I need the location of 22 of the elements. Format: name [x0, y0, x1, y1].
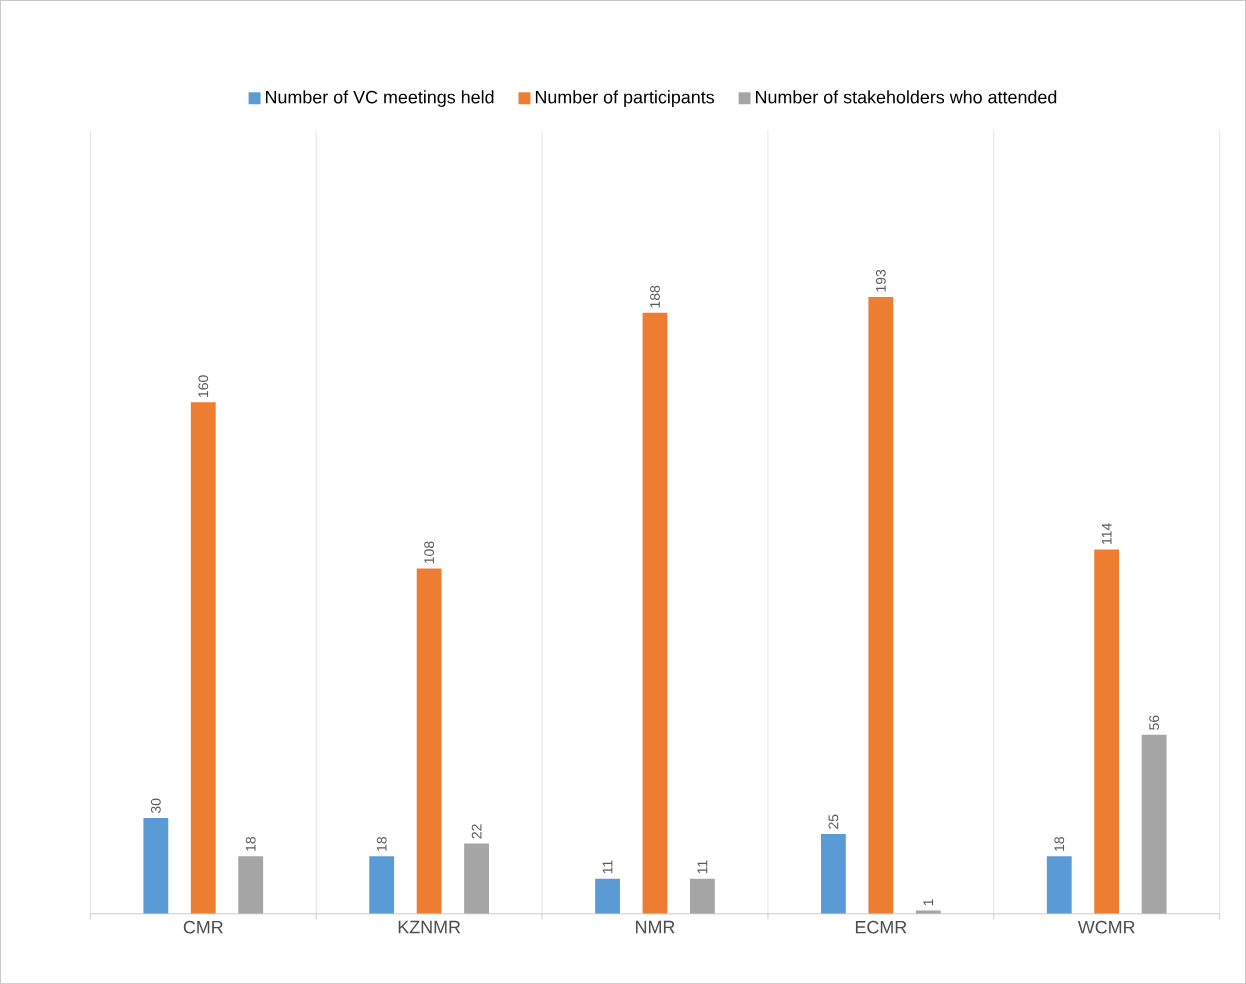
bar: [595, 878, 620, 914]
bar: [1094, 549, 1120, 914]
bar: [1141, 734, 1167, 914]
x-tick-label: WCMR: [1077, 920, 1135, 934]
legend-label: Number of VC meetings held: [265, 90, 494, 107]
bar: [464, 843, 489, 914]
bar: [143, 817, 169, 914]
bar: [689, 878, 715, 914]
x-tick-label: ECMR: [855, 920, 907, 934]
bar: [1046, 856, 1072, 914]
x-tick-label: KZNMR: [398, 920, 461, 934]
bar: [416, 568, 442, 914]
bar: [369, 856, 395, 914]
bar: [642, 312, 668, 914]
bar: [190, 402, 216, 914]
bar: [238, 856, 264, 914]
legend-label: Number of participants: [535, 90, 715, 107]
x-tick-label: NMR: [636, 920, 675, 934]
bar: [868, 296, 894, 914]
legend-label: Number of stakeholders who attended: [756, 90, 1057, 104]
bar: [820, 833, 846, 914]
x-tick-label: CMR: [183, 920, 223, 934]
